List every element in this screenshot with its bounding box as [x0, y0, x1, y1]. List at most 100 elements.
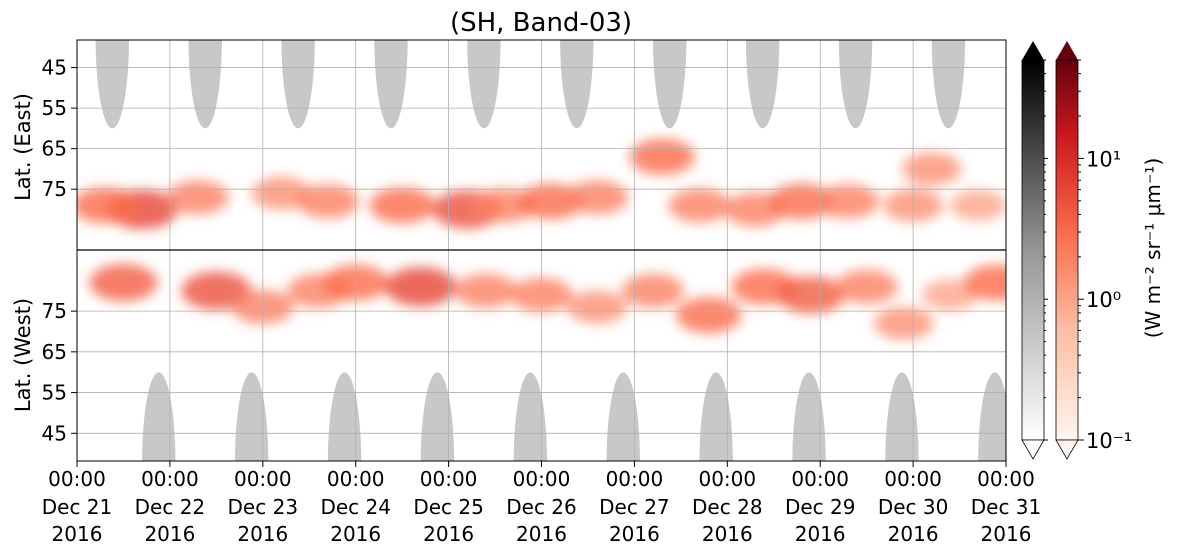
colorbar-greys — [1021, 41, 1045, 460]
emission-blob — [566, 180, 629, 215]
emission-blob — [567, 290, 628, 324]
xtick-date: Dec 31 — [971, 495, 1042, 519]
colorbar-greys-body — [1021, 59, 1045, 441]
ytick-label: 75 — [42, 299, 67, 323]
colorbar-ticks: 10⁻¹ 10⁰ 10¹ — [1044, 59, 1132, 453]
emission-blob — [296, 184, 359, 219]
emission-blob — [166, 180, 229, 215]
emission-blob — [874, 306, 934, 340]
colorbar-reds-extend-max — [1056, 41, 1078, 60]
no-data-region — [931, 40, 966, 129]
emission-layer — [77, 138, 1006, 340]
xtick-time: 00:00 — [141, 467, 199, 491]
no-data-region — [327, 372, 362, 461]
emission-blob — [77, 187, 138, 224]
xtick-year: 2016 — [981, 522, 1032, 546]
no-data-region — [188, 40, 222, 129]
ytick-label: 65 — [42, 340, 67, 364]
xtick-time: 00:00 — [606, 467, 664, 491]
emission-blob — [668, 188, 731, 223]
no-data-region — [792, 372, 826, 461]
ytick-label: 55 — [42, 96, 67, 120]
xtick-year: 2016 — [609, 522, 660, 546]
emission-blob — [251, 176, 312, 210]
emission-blob — [629, 138, 696, 175]
emission-blob — [89, 263, 158, 302]
xtick-year: 2016 — [144, 522, 195, 546]
emission-blob — [675, 297, 742, 334]
colorbar-greys-extend-max — [1022, 41, 1044, 60]
xtick-date: Dec 26 — [506, 495, 577, 519]
ytick-label: 75 — [42, 177, 67, 201]
colorbar-label: (W m⁻² sr⁻¹ μm⁻¹) — [1141, 158, 1165, 339]
colorbar-greys-extend-min — [1021, 439, 1045, 460]
no-data-region — [281, 40, 315, 129]
ytick-label: 65 — [42, 137, 67, 161]
xtick-time: 00:00 — [977, 467, 1035, 491]
xtick-time: 00:00 — [420, 467, 478, 491]
colorbar-reds — [1055, 41, 1079, 460]
emission-blob — [454, 273, 517, 308]
xtick-date: Dec 22 — [135, 495, 206, 519]
ytick-label: 45 — [42, 421, 67, 445]
xtick-date: Dec 27 — [599, 495, 670, 519]
xtick-time: 00:00 — [791, 467, 849, 491]
no-data-region — [234, 372, 269, 461]
colorbar-tick-label: 10⁻¹ — [1086, 429, 1132, 453]
xtick-time: 00:00 — [884, 467, 942, 491]
ylabel-top: Lat. (East) — [11, 93, 35, 201]
emission-blob — [776, 276, 845, 314]
y-axis: 45 55 65 75 75 65 55 45 — [42, 56, 77, 445]
emission-blob — [768, 183, 835, 220]
colorbar-reds-body — [1055, 59, 1079, 441]
no-data-region — [467, 40, 501, 129]
emission-blob — [901, 152, 962, 186]
xtick-date: Dec 28 — [692, 495, 763, 519]
xtick-year: 2016 — [516, 522, 567, 546]
xtick-time: 00:00 — [48, 467, 106, 491]
xtick-time: 00:00 — [234, 467, 292, 491]
xtick-date: Dec 23 — [228, 495, 299, 519]
chart-title: (SH, Band-03) — [450, 8, 632, 38]
xtick-year: 2016 — [702, 522, 753, 546]
xtick-date: Dec 21 — [42, 495, 113, 519]
no-data-region — [652, 40, 687, 129]
xtick-year: 2016 — [888, 522, 939, 546]
no-data-region — [420, 372, 455, 461]
emission-blob — [621, 273, 684, 308]
x-axis: 00:00 Dec 21 2016 00:00 Dec 22 2016 00:00 Dec 2… — [42, 461, 1042, 546]
emission-blob — [963, 264, 1006, 301]
xtick-year: 2016 — [423, 522, 474, 546]
colorbar-reds-extend-min — [1055, 439, 1079, 460]
no-data-region — [606, 372, 640, 461]
colorbar-tick-label: 10⁰ — [1086, 288, 1121, 312]
ylabel-bottom: Lat. (West) — [11, 298, 35, 412]
xtick-year: 2016 — [52, 522, 103, 546]
no-data-region — [885, 372, 919, 461]
xtick-date: Dec 30 — [878, 495, 949, 519]
no-data-layer — [95, 40, 1006, 461]
xtick-date: Dec 24 — [320, 495, 391, 519]
no-data-region — [699, 372, 733, 461]
no-data-region — [374, 40, 408, 129]
xtick-year: 2016 — [237, 522, 288, 546]
ytick-label: 55 — [42, 381, 67, 405]
no-data-region — [513, 372, 548, 461]
emission-blob — [817, 184, 880, 219]
xtick-year: 2016 — [330, 522, 381, 546]
no-data-region — [978, 372, 1006, 461]
colorbar-tick-label: 10¹ — [1086, 147, 1121, 171]
ytick-label: 45 — [42, 56, 67, 80]
xtick-date: Dec 29 — [785, 495, 856, 519]
emission-blob — [922, 279, 979, 311]
xtick-date: Dec 25 — [413, 495, 484, 519]
no-data-region — [142, 372, 176, 461]
emission-blob — [518, 183, 584, 220]
emission-blob — [181, 271, 252, 310]
no-data-region — [95, 40, 130, 129]
xtick-time: 00:00 — [513, 467, 571, 491]
xtick-time: 00:00 — [327, 467, 385, 491]
emission-blob — [369, 187, 435, 224]
no-data-region — [838, 40, 873, 129]
